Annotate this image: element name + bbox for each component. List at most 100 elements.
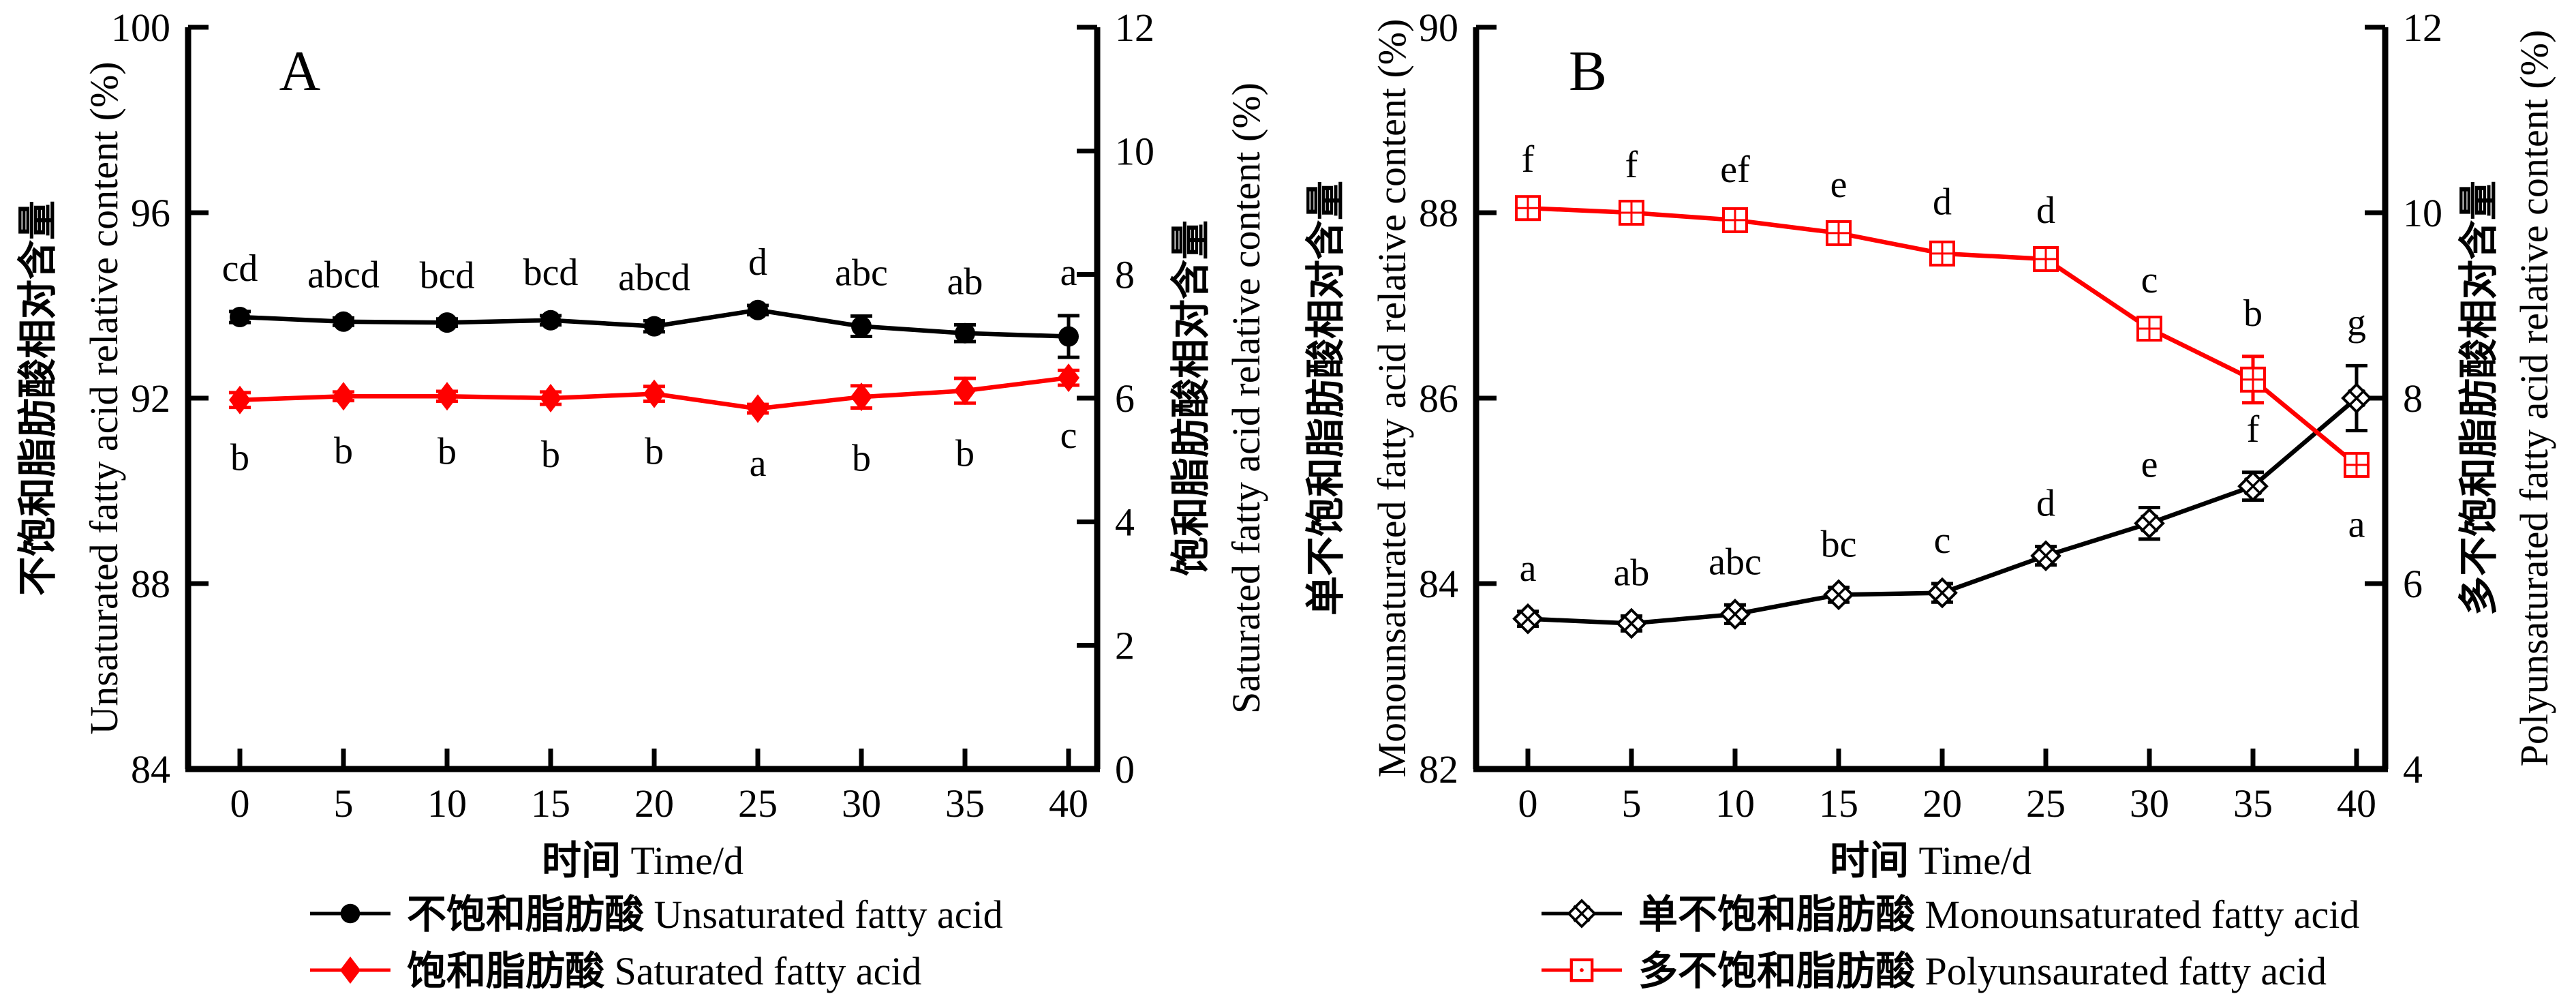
marker-saturated-25: [747, 394, 769, 423]
marker-saturated-30-diamond: [850, 382, 872, 412]
tick-label-x-10: 10: [427, 781, 467, 826]
tick-label-y-left-96: 96: [131, 191, 170, 235]
marker-unsaturated-15: [540, 310, 561, 331]
data-point-polyunsaturated-10: [1722, 207, 1748, 233]
marker-monounsaturated-0-x2: [1518, 609, 1537, 628]
marker-saturated-5-diamond: [333, 382, 354, 411]
sig-letter-saturated-15: b: [541, 434, 560, 476]
data-point-monounsaturated-0: [1512, 603, 1544, 635]
legend-marker-saturated: [339, 957, 361, 984]
series-monounsaturated: a ab abc bc c d e f g: [1512, 301, 2372, 639]
sig-letter-monounsaturated-40: g: [2347, 301, 2366, 344]
x-axis-title-en: Time/d: [1909, 839, 2031, 883]
data-point-saturated-40: [1058, 363, 1079, 393]
tick-label-y-left-84: 84: [1419, 562, 1458, 606]
marker-unsaturated-5-circle: [333, 311, 354, 332]
marker-unsaturated-35-circle: [955, 322, 975, 344]
legend-label-saturated: 饱和脂肪酸 Saturated fatty acid: [407, 949, 921, 993]
sig-letter-monounsaturated-5: ab: [1614, 552, 1650, 594]
y-right-title-cn: 饱和脂肪酸相对含量: [1169, 220, 1213, 576]
data-point-saturated-5: [333, 382, 354, 411]
marker-unsaturated-0: [230, 307, 250, 327]
data-point-monounsaturated-35: [2237, 470, 2269, 502]
marker-monounsaturated-35: [2237, 470, 2269, 502]
marker-monounsaturated-15-x2: [1829, 586, 1848, 604]
sig-letter-unsaturated-15: bcd: [523, 252, 579, 294]
marker-unsaturated-20-circle: [644, 316, 664, 337]
sig-letter-polyunsaturated-25: d: [2036, 190, 2055, 232]
data-point-polyunsaturated-15: [1826, 220, 1852, 246]
marker-monounsaturated-30-x2: [2140, 514, 2159, 532]
data-point-monounsaturated-30: [2134, 507, 2165, 539]
marker-saturated-40-diamond: [1058, 363, 1079, 393]
marker-saturated-10-diamond: [436, 382, 458, 411]
marker-unsaturated-30-circle: [851, 316, 872, 337]
tick-label-y-left-88: 88: [1419, 191, 1458, 235]
data-point-monounsaturated-10: [1719, 599, 1751, 630]
data-point-monounsaturated-25: [2030, 540, 2061, 572]
marker-saturated-30: [850, 382, 872, 412]
data-point-monounsaturated-5: [1616, 607, 1647, 639]
marker-polyunsaturated-5: [1619, 200, 1644, 226]
tick-label-y-right-4: 4: [1115, 500, 1135, 544]
panel-B: 82 84 86 88 90 4 6 8 10 12 0 5 10 15 20 25 30 35 40 时间 Time…: [1304, 5, 2556, 993]
tick-label-x-30: 30: [2130, 781, 2169, 826]
marker-polyunsaturated-10: [1722, 207, 1748, 233]
data-point-saturated-30: [850, 382, 872, 412]
data-point-polyunsaturated-25: [2033, 246, 2059, 272]
marker-unsaturated-20: [644, 316, 664, 337]
sig-letter-unsaturated-30: abc: [835, 252, 888, 295]
legend-marker-wrap-polyunsaturated: [1569, 958, 1594, 982]
legend-marker-polyunsaturated: [1569, 958, 1594, 982]
legend-label-monounsaturated: 单不饱和脂肪酸 Monounsaturated fatty acid: [1638, 892, 2359, 937]
sig-letter-monounsaturated-30: e: [2141, 443, 2158, 485]
sig-letter-polyunsaturated-10: ef: [1720, 149, 1750, 191]
panel-label-A: A: [279, 40, 321, 103]
tick-label-x-25: 25: [2026, 781, 2066, 826]
sig-letter-monounsaturated-15: bc: [1821, 523, 1857, 565]
marker-saturated-20: [643, 379, 665, 408]
legend-item-saturated: 饱和脂肪酸 Saturated fatty acid: [310, 949, 921, 993]
marker-monounsaturated-25-x2: [2036, 546, 2055, 565]
marker-saturated-15: [540, 384, 562, 412]
data-point-saturated-20: [643, 379, 665, 408]
sig-letter-unsaturated-25: d: [748, 241, 767, 284]
sig-letter-saturated-20: b: [645, 431, 664, 473]
panel-label-B: B: [1569, 40, 1607, 103]
marker-monounsaturated-40: [2341, 382, 2372, 414]
tick-label-y-right-6: 6: [2403, 562, 2423, 606]
marker-unsaturated-5: [333, 311, 354, 332]
legend-marker-wrap-unsaturated: [340, 903, 361, 924]
marker-saturated-0-diamond: [229, 385, 251, 415]
tick-label-x-20: 20: [1922, 781, 1962, 826]
legend-label-polyunsaturated-en: Polyunsaurated fatty acid: [1915, 949, 2327, 993]
marker-monounsaturated-10-x2: [1726, 605, 1745, 624]
tick-label-x-35: 35: [2233, 781, 2273, 826]
sig-letter-saturated-25: a: [750, 442, 767, 485]
marker-saturated-25-diamond: [747, 394, 769, 423]
data-point-polyunsaturated-35: [2240, 366, 2266, 393]
marker-polyunsaturated-15: [1826, 220, 1852, 246]
legend-item-unsaturated: 不饱和脂肪酸 Unsaturated fatty acid: [310, 892, 1003, 937]
tick-label-y-left-100: 100: [111, 5, 170, 50]
tick-label-y-right-12: 12: [2403, 5, 2442, 50]
tick-label-y-left-82: 82: [1419, 747, 1458, 792]
marker-saturated-0: [229, 385, 251, 415]
tick-label-x-0: 0: [230, 781, 250, 826]
tick-label-y-left-84: 84: [131, 747, 170, 792]
tick-label-y-left-90: 90: [1419, 5, 1458, 50]
data-point-unsaturated-20: [644, 316, 664, 337]
data-point-polyunsaturated-20: [1929, 240, 1955, 267]
data-point-monounsaturated-20: [1927, 577, 1958, 609]
legend-item-polyunsaturated: 多不饱和脂肪酸 Polyunsaurated fatty acid: [1542, 949, 2327, 993]
tick-label-y-right-8: 8: [1115, 253, 1135, 297]
marker-saturated-10: [436, 382, 458, 411]
sig-letter-monounsaturated-25: d: [2036, 483, 2055, 525]
legend-marker-unsaturated: [340, 903, 361, 924]
x-axis-title: 时间 Time/d: [1830, 839, 2031, 883]
legend-marker-monounsaturated: [1567, 899, 1597, 929]
tick-label-x-30: 30: [842, 781, 881, 826]
